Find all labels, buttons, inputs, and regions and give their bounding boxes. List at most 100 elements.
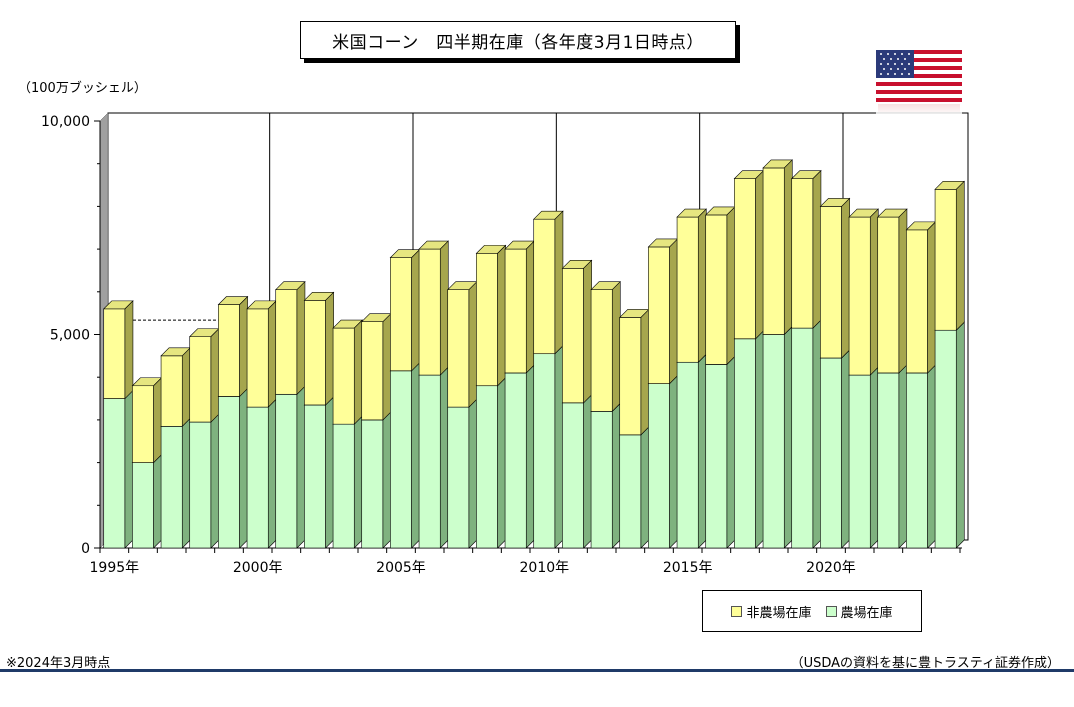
bar-nonfarm-front xyxy=(218,304,240,397)
bar-farm-front xyxy=(390,370,412,549)
bar-farm-side xyxy=(210,413,220,549)
x-tick-label: 2010年 xyxy=(520,560,570,576)
bar-nonfarm-side xyxy=(783,159,793,336)
bar-nonfarm xyxy=(217,295,249,398)
bar-nonfarm xyxy=(389,248,421,372)
bar-nonfarm-side xyxy=(296,280,306,396)
bar-nonfarm xyxy=(561,259,593,404)
bar-farm-front xyxy=(533,353,556,549)
bar-nonfarm-front xyxy=(562,268,584,404)
bar-farm-side xyxy=(181,417,191,549)
bar-nonfarm-front xyxy=(275,289,298,395)
bar-farm-front xyxy=(619,434,642,549)
bar-farm-front xyxy=(246,406,269,549)
bar-farm-front xyxy=(562,402,584,549)
bar-nonfarm-side xyxy=(325,291,334,406)
bar-nonfarm-side xyxy=(181,347,191,428)
bar-nonfarm-front xyxy=(160,355,183,427)
bar-nonfarm-side xyxy=(267,300,277,408)
bar-nonfarm xyxy=(733,169,765,340)
legend-item-farm: 農場在庫 xyxy=(825,602,893,621)
bar-farm xyxy=(447,398,478,549)
bar-nonfarm xyxy=(590,280,621,413)
bar-farm-side xyxy=(468,398,478,549)
bar-nonfarm-side xyxy=(697,208,707,363)
bar-nonfarm xyxy=(934,180,965,331)
bar-nonfarm-side xyxy=(525,240,535,374)
bar-farm xyxy=(705,355,736,549)
bar-farm-side xyxy=(927,364,936,549)
legend-label-nonfarm: 非農場在庫 xyxy=(746,605,812,621)
bar-nonfarm-side xyxy=(124,300,134,400)
bar-farm-front xyxy=(275,393,298,549)
bar-nonfarm-side xyxy=(210,327,220,423)
bar-farm xyxy=(905,364,937,549)
bar-nonfarm xyxy=(762,159,793,336)
bar-farm-side xyxy=(124,389,134,549)
bar-farm-front xyxy=(189,421,212,549)
bar-farm-front xyxy=(705,364,728,549)
bar-farm-side xyxy=(325,396,334,549)
bar-farm-front xyxy=(934,329,957,549)
bar-farm xyxy=(877,364,908,549)
bar-nonfarm xyxy=(647,238,679,385)
footer-divider xyxy=(0,669,1074,672)
bar-farm-front xyxy=(734,338,756,549)
bar-nonfarm-front xyxy=(103,308,126,399)
bar-nonfarm-front xyxy=(590,289,613,412)
bar-nonfarm xyxy=(475,244,507,387)
y-unit-label: （100万ブッシェル） xyxy=(18,80,147,96)
bar-nonfarm xyxy=(160,347,191,428)
bar-nonfarm-side xyxy=(497,244,506,387)
chart-title: 米国コーン 四半期在庫（各年度3月1日時点） xyxy=(300,21,736,59)
bar-nonfarm-front xyxy=(705,214,728,365)
bar-nonfarm xyxy=(819,197,851,359)
chart-title-text: 米国コーン 四半期在庫（各年度3月1日時点） xyxy=(332,32,704,53)
bar-farm xyxy=(762,325,793,549)
bar-farm-front xyxy=(848,374,871,549)
bar-nonfarm-front xyxy=(132,385,154,463)
bar-farm xyxy=(533,344,564,549)
bar-nonfarm-front xyxy=(361,321,384,421)
bar-farm-front xyxy=(906,372,928,549)
bar-nonfarm-front xyxy=(189,336,212,423)
bar-nonfarm xyxy=(332,319,363,425)
bar-nonfarm-front xyxy=(304,300,326,406)
bar-farm xyxy=(504,364,535,549)
bar-nonfarm-side xyxy=(153,377,162,464)
bar-farm-front xyxy=(160,426,183,549)
bar-nonfarm xyxy=(418,240,449,376)
bar-nonfarm xyxy=(103,300,134,400)
legend: 非農場在庫 農場在庫 xyxy=(702,590,922,632)
bar-farm-side xyxy=(153,453,162,549)
bar-farm xyxy=(418,366,449,549)
bar-farm-front xyxy=(418,374,441,549)
bar-nonfarm xyxy=(705,206,736,366)
bar-farm-front xyxy=(103,398,126,549)
bar-farm-front xyxy=(676,361,699,549)
bar-farm-side xyxy=(869,366,879,549)
bar-nonfarm-side xyxy=(611,280,621,413)
bar-farm xyxy=(676,353,707,549)
bar-farm xyxy=(619,426,650,549)
bar-nonfarm xyxy=(189,327,220,423)
bar-farm-front xyxy=(648,383,670,549)
bar-farm-side xyxy=(411,362,420,549)
bar-farm-side xyxy=(554,344,564,549)
x-tick-label: 1995年 xyxy=(90,560,140,576)
bar-farm-front xyxy=(132,462,154,549)
x-tick-label: 2020年 xyxy=(806,560,856,576)
bar-farm-side xyxy=(898,364,908,549)
bar-farm-side xyxy=(382,411,392,549)
bar-nonfarm-front xyxy=(418,248,441,376)
bar-farm xyxy=(189,413,220,549)
bar-nonfarm xyxy=(131,377,163,464)
bar-nonfarm xyxy=(676,208,707,363)
bar-farm-side xyxy=(267,398,277,549)
bar-nonfarm-front xyxy=(619,317,642,436)
bar-farm xyxy=(275,385,306,549)
y-tick-label: 5,000 xyxy=(50,328,90,344)
bar-farm xyxy=(361,411,392,549)
bar-nonfarm-front xyxy=(934,189,957,331)
bar-nonfarm-side xyxy=(812,169,822,329)
